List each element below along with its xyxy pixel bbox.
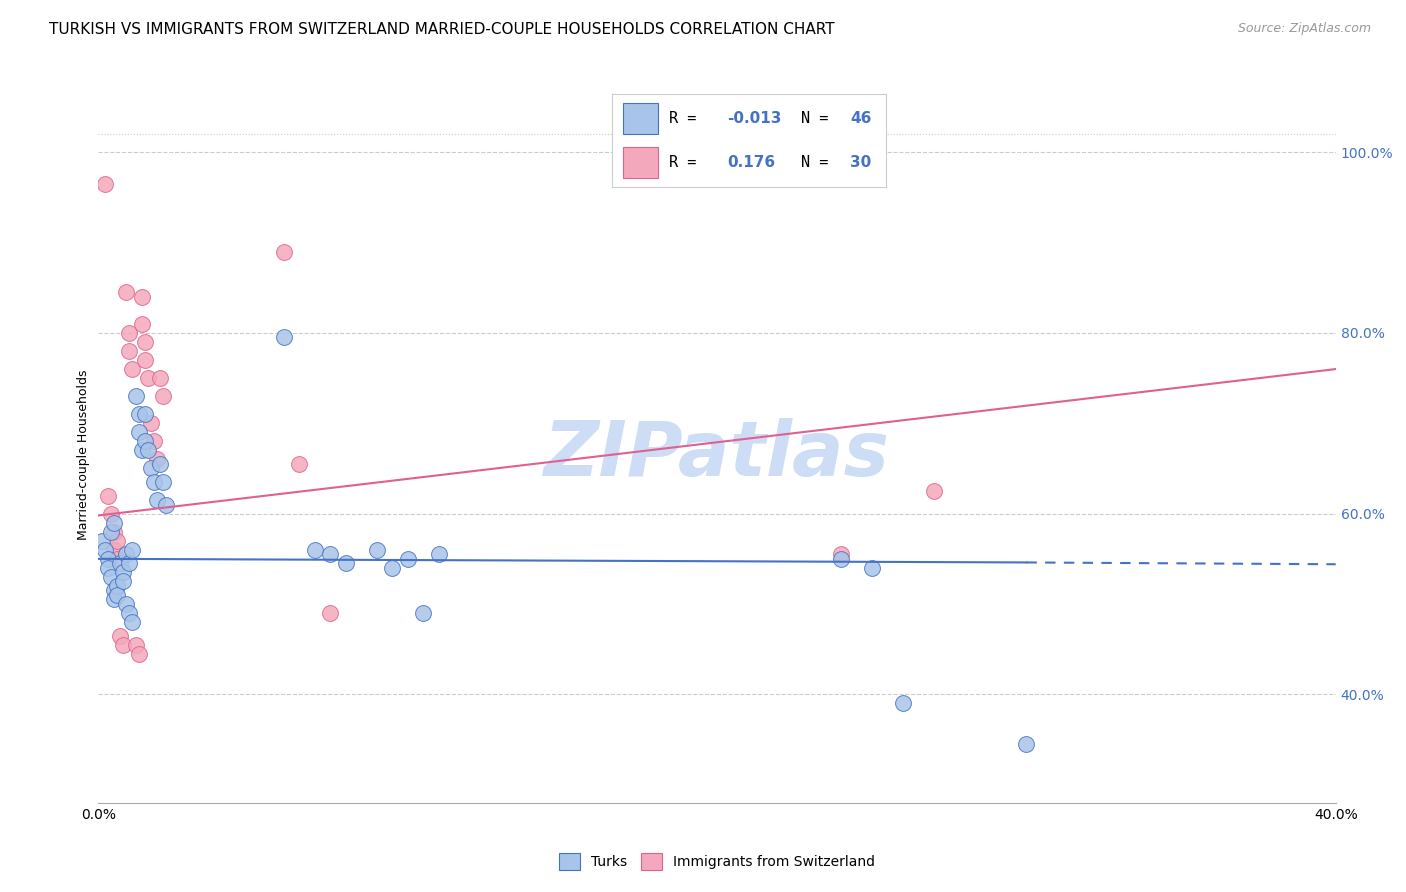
- Point: [118, 326, 141, 340]
- Point: [149, 457, 172, 471]
- Point: [427, 547, 450, 561]
- Point: [100, 570, 122, 584]
- Point: [146, 452, 169, 467]
- Point: [131, 317, 153, 331]
- Point: [146, 493, 169, 508]
- Point: [103, 583, 125, 598]
- Point: [118, 344, 141, 359]
- Point: [134, 434, 156, 449]
- Text: N =: N =: [801, 155, 838, 170]
- Point: [97, 561, 120, 575]
- Point: [381, 561, 404, 575]
- Text: 46: 46: [851, 111, 872, 126]
- Point: [396, 551, 419, 566]
- Point: [134, 407, 156, 421]
- Point: [112, 638, 135, 652]
- Point: [121, 615, 143, 629]
- Point: [115, 547, 138, 561]
- Point: [143, 434, 166, 449]
- Text: -0.013: -0.013: [727, 111, 782, 126]
- Point: [319, 547, 342, 561]
- Text: R =: R =: [669, 155, 706, 170]
- Point: [105, 588, 128, 602]
- Point: [105, 551, 128, 566]
- Point: [1015, 737, 1038, 751]
- Text: 30: 30: [851, 155, 872, 170]
- Point: [121, 362, 143, 376]
- Point: [830, 551, 852, 566]
- Bar: [623, 103, 658, 134]
- Point: [134, 334, 156, 349]
- Point: [412, 606, 434, 620]
- Point: [103, 592, 125, 607]
- Point: [139, 461, 162, 475]
- Point: [319, 606, 342, 620]
- Text: 0.176: 0.176: [727, 155, 775, 170]
- Point: [136, 371, 159, 385]
- Point: [304, 542, 326, 557]
- Point: [149, 371, 172, 385]
- Point: [131, 443, 153, 458]
- Point: [118, 606, 141, 620]
- Point: [90, 533, 112, 548]
- Text: N =: N =: [801, 111, 838, 126]
- Point: [112, 574, 135, 589]
- Point: [922, 484, 945, 499]
- Legend: Turks, Immigrants from Switzerland: Turks, Immigrants from Switzerland: [554, 847, 880, 876]
- Point: [134, 353, 156, 368]
- Point: [103, 542, 125, 557]
- Point: [891, 697, 914, 711]
- Text: TURKISH VS IMMIGRANTS FROM SWITZERLAND MARRIED-COUPLE HOUSEHOLDS CORRELATION CHA: TURKISH VS IMMIGRANTS FROM SWITZERLAND M…: [49, 22, 835, 37]
- Point: [273, 244, 295, 259]
- Point: [155, 498, 177, 512]
- Point: [366, 542, 388, 557]
- Point: [128, 425, 150, 440]
- Point: [860, 561, 883, 575]
- Point: [131, 290, 153, 304]
- Point: [97, 489, 120, 503]
- Point: [139, 417, 162, 431]
- Text: Source: ZipAtlas.com: Source: ZipAtlas.com: [1237, 22, 1371, 36]
- Point: [108, 629, 131, 643]
- Text: R =: R =: [669, 111, 706, 126]
- Point: [103, 516, 125, 530]
- Point: [830, 547, 852, 561]
- Point: [288, 457, 311, 471]
- Y-axis label: Married-couple Households: Married-couple Households: [77, 369, 90, 541]
- Point: [152, 389, 174, 403]
- Point: [93, 542, 115, 557]
- Point: [103, 524, 125, 539]
- Point: [143, 475, 166, 489]
- Point: [105, 533, 128, 548]
- Point: [124, 389, 146, 403]
- Point: [128, 647, 150, 661]
- Point: [128, 407, 150, 421]
- Bar: [623, 147, 658, 178]
- Point: [118, 557, 141, 571]
- Point: [100, 507, 122, 521]
- Point: [93, 177, 115, 191]
- Point: [115, 597, 138, 611]
- Point: [335, 557, 357, 571]
- Point: [115, 285, 138, 300]
- Point: [100, 524, 122, 539]
- Point: [124, 638, 146, 652]
- Point: [152, 475, 174, 489]
- Point: [97, 551, 120, 566]
- Point: [136, 443, 159, 458]
- Point: [112, 566, 135, 580]
- Point: [108, 557, 131, 571]
- Text: ZIPatlas: ZIPatlas: [544, 418, 890, 491]
- Point: [105, 579, 128, 593]
- Point: [273, 330, 295, 344]
- Point: [121, 542, 143, 557]
